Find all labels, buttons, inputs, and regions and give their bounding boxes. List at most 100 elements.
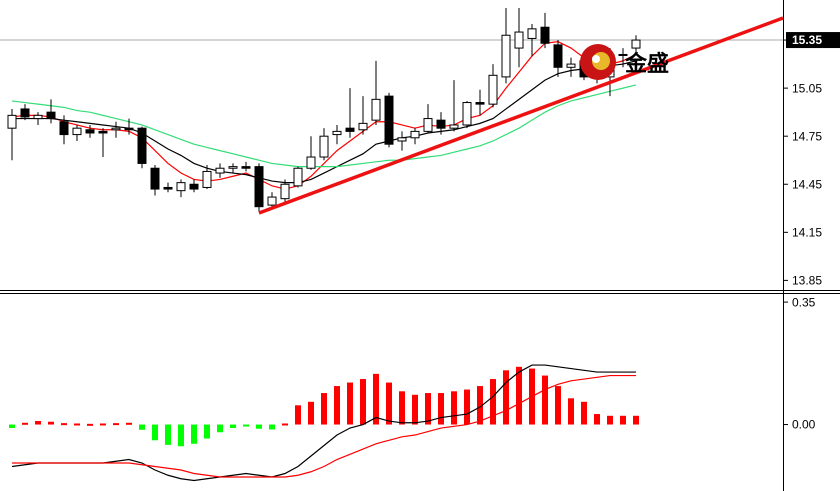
candle-body xyxy=(566,63,576,68)
y-tick-label: 14.15 xyxy=(792,225,822,239)
indicator-line xyxy=(12,374,636,478)
candle-body xyxy=(20,108,30,118)
histogram-bar xyxy=(412,394,418,425)
candle-body xyxy=(553,44,563,68)
candle-body xyxy=(436,119,446,129)
histogram-bar xyxy=(243,424,249,427)
histogram-bar xyxy=(9,424,15,429)
histogram-bar xyxy=(581,401,587,425)
candle-body xyxy=(501,34,511,78)
candle-body xyxy=(33,114,43,120)
candle-body xyxy=(189,183,199,190)
histogram-bar xyxy=(334,386,340,425)
histogram-bar xyxy=(516,366,522,425)
histogram-bar xyxy=(282,423,288,426)
candle-body xyxy=(215,167,225,174)
y-tick-label: 15.05 xyxy=(792,81,822,95)
candle-body xyxy=(371,98,381,121)
histogram-bar xyxy=(373,373,379,425)
histogram-bar xyxy=(633,415,639,425)
histogram-bar xyxy=(87,423,93,426)
indicator-line xyxy=(11,84,637,168)
histogram-bar xyxy=(22,422,28,425)
candle-body xyxy=(241,166,251,169)
histogram-bar xyxy=(100,423,106,426)
histogram-bar xyxy=(568,398,574,425)
y-tick-label: 0.00 xyxy=(792,418,816,432)
candle-body xyxy=(150,167,160,190)
histogram-bar xyxy=(490,379,496,425)
candle-body xyxy=(449,124,459,129)
histogram-bar xyxy=(139,424,145,430)
candle-body xyxy=(527,28,537,39)
candle-body xyxy=(254,166,264,208)
candle-body xyxy=(176,182,186,192)
trend-line xyxy=(258,16,784,215)
candle-body xyxy=(319,135,329,158)
histogram-bar xyxy=(308,401,314,425)
candle-body xyxy=(163,186,173,190)
candle-body xyxy=(72,127,82,136)
candle-body xyxy=(332,130,342,136)
y-tick-label: 15.35 xyxy=(792,33,822,47)
candle-body xyxy=(358,122,368,131)
candle-body xyxy=(137,127,147,164)
histogram-bar xyxy=(256,424,262,429)
candle-body xyxy=(410,130,420,139)
histogram-bar xyxy=(464,389,470,425)
histogram-bar xyxy=(204,424,210,439)
histogram-bar xyxy=(555,386,561,425)
histogram-bar xyxy=(74,423,80,426)
candle-body xyxy=(7,114,17,129)
candle-body xyxy=(85,129,95,134)
histogram-bar xyxy=(269,424,275,430)
histogram-bar xyxy=(594,414,600,425)
logo: 金盛 xyxy=(580,44,669,80)
histogram-bar xyxy=(360,379,366,425)
histogram-bar xyxy=(126,422,132,425)
histogram-bar xyxy=(113,423,119,426)
histogram-bar xyxy=(503,370,509,425)
candle-body xyxy=(306,156,316,169)
candle-body xyxy=(514,31,524,49)
histogram-bar xyxy=(217,424,223,433)
candle-body xyxy=(228,166,238,169)
histogram-bar xyxy=(321,393,327,425)
candle-body xyxy=(488,74,498,105)
histogram-bar xyxy=(230,424,236,429)
histogram-bar xyxy=(191,424,197,444)
y-tick-label: 0.35 xyxy=(792,295,816,309)
histogram-bar xyxy=(542,375,548,425)
candle-body xyxy=(384,95,394,145)
candle-body xyxy=(280,183,290,200)
histogram-bar xyxy=(438,393,444,425)
logo-mark xyxy=(592,55,600,63)
y-tick-label: 13.85 xyxy=(792,274,822,288)
candle-body xyxy=(111,127,121,131)
candle-body xyxy=(267,196,277,206)
histogram-bar xyxy=(48,421,54,425)
candle-body xyxy=(345,127,355,132)
histogram-bar xyxy=(477,386,483,425)
histogram-bar xyxy=(35,421,41,425)
histogram-bar xyxy=(347,382,353,425)
candle-body xyxy=(46,111,56,120)
candle-body xyxy=(397,137,407,142)
candle-body xyxy=(462,102,472,126)
candle-body xyxy=(475,102,485,105)
y-tick-label: 14.75 xyxy=(792,129,822,143)
histogram-bar xyxy=(425,393,431,425)
current-price-box xyxy=(786,32,840,49)
histogram-bar xyxy=(399,391,405,425)
candle-body xyxy=(293,167,303,187)
histogram-bar xyxy=(152,424,158,441)
histogram-bar xyxy=(295,405,301,425)
candle-body xyxy=(124,127,134,131)
histogram-bar xyxy=(61,423,67,426)
histogram-bar xyxy=(451,391,457,425)
candle-body xyxy=(423,118,433,132)
histogram-bar xyxy=(620,415,626,425)
candle-body xyxy=(618,53,628,56)
candle-body xyxy=(540,26,550,44)
